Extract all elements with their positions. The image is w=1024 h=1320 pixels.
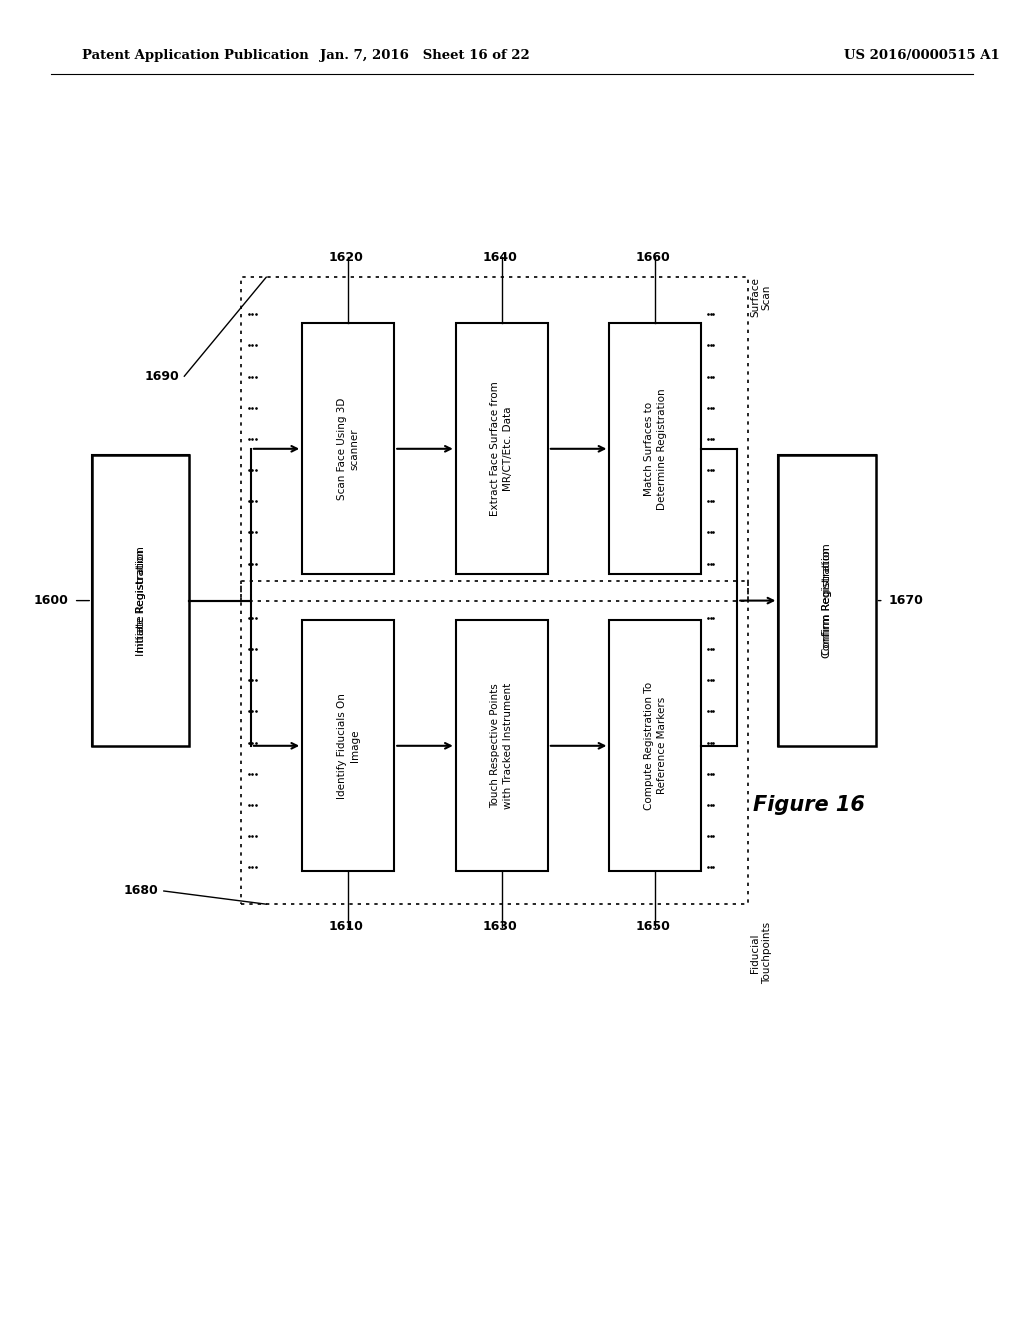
Bar — [241, 277, 748, 601]
Text: Jan. 7, 2016   Sheet 16 of 22: Jan. 7, 2016 Sheet 16 of 22 — [321, 49, 529, 62]
Text: 1640: 1640 — [482, 251, 517, 264]
Text: Touch Respective Points
with Tracked Instrument: Touch Respective Points with Tracked Ins… — [490, 682, 513, 809]
Bar — [92, 455, 189, 746]
Text: 1690: 1690 — [144, 370, 179, 383]
Bar — [302, 323, 394, 574]
Text: Confirm Registration: Confirm Registration — [822, 546, 831, 655]
Text: Identify Fiducials On
Image: Identify Fiducials On Image — [337, 693, 359, 799]
Text: 1610: 1610 — [329, 920, 364, 933]
Text: 1660: 1660 — [636, 251, 671, 264]
Text: 1620: 1620 — [329, 251, 364, 264]
Bar — [241, 581, 748, 904]
Bar — [609, 323, 701, 574]
Text: 1630: 1630 — [482, 920, 517, 933]
Text: 1670: 1670 — [889, 594, 924, 607]
Text: Initiate Registration: Initiate Registration — [136, 545, 145, 656]
Text: Initiate Registration: Initiate Registration — [136, 549, 145, 652]
Text: Figure 16: Figure 16 — [753, 795, 864, 816]
Bar — [456, 620, 548, 871]
Text: 1680: 1680 — [124, 884, 159, 898]
Text: Patent Application Publication: Patent Application Publication — [82, 49, 308, 62]
Text: Confirm Registration: Confirm Registration — [822, 543, 831, 659]
Text: Fiducial
Touchpoints: Fiducial Touchpoints — [750, 921, 772, 985]
Bar — [92, 455, 189, 746]
Text: Surface
Scan: Surface Scan — [750, 277, 772, 317]
Text: Compute Registration To
Reference Markers: Compute Registration To Reference Marker… — [644, 681, 667, 810]
Bar — [302, 620, 394, 871]
Bar — [456, 323, 548, 574]
Text: Extract Face Surface from
MR/CT/Etc. Data: Extract Face Surface from MR/CT/Etc. Dat… — [490, 381, 513, 516]
Text: 1650: 1650 — [636, 920, 671, 933]
Bar — [778, 455, 876, 746]
Text: Match Surfaces to
Determine Registration: Match Surfaces to Determine Registration — [644, 388, 667, 510]
Bar — [778, 455, 876, 746]
Text: US 2016/0000515 A1: US 2016/0000515 A1 — [844, 49, 999, 62]
Bar — [609, 620, 701, 871]
Text: 1600: 1600 — [34, 594, 69, 607]
Text: Scan Face Using 3D
scanner: Scan Face Using 3D scanner — [337, 397, 359, 500]
